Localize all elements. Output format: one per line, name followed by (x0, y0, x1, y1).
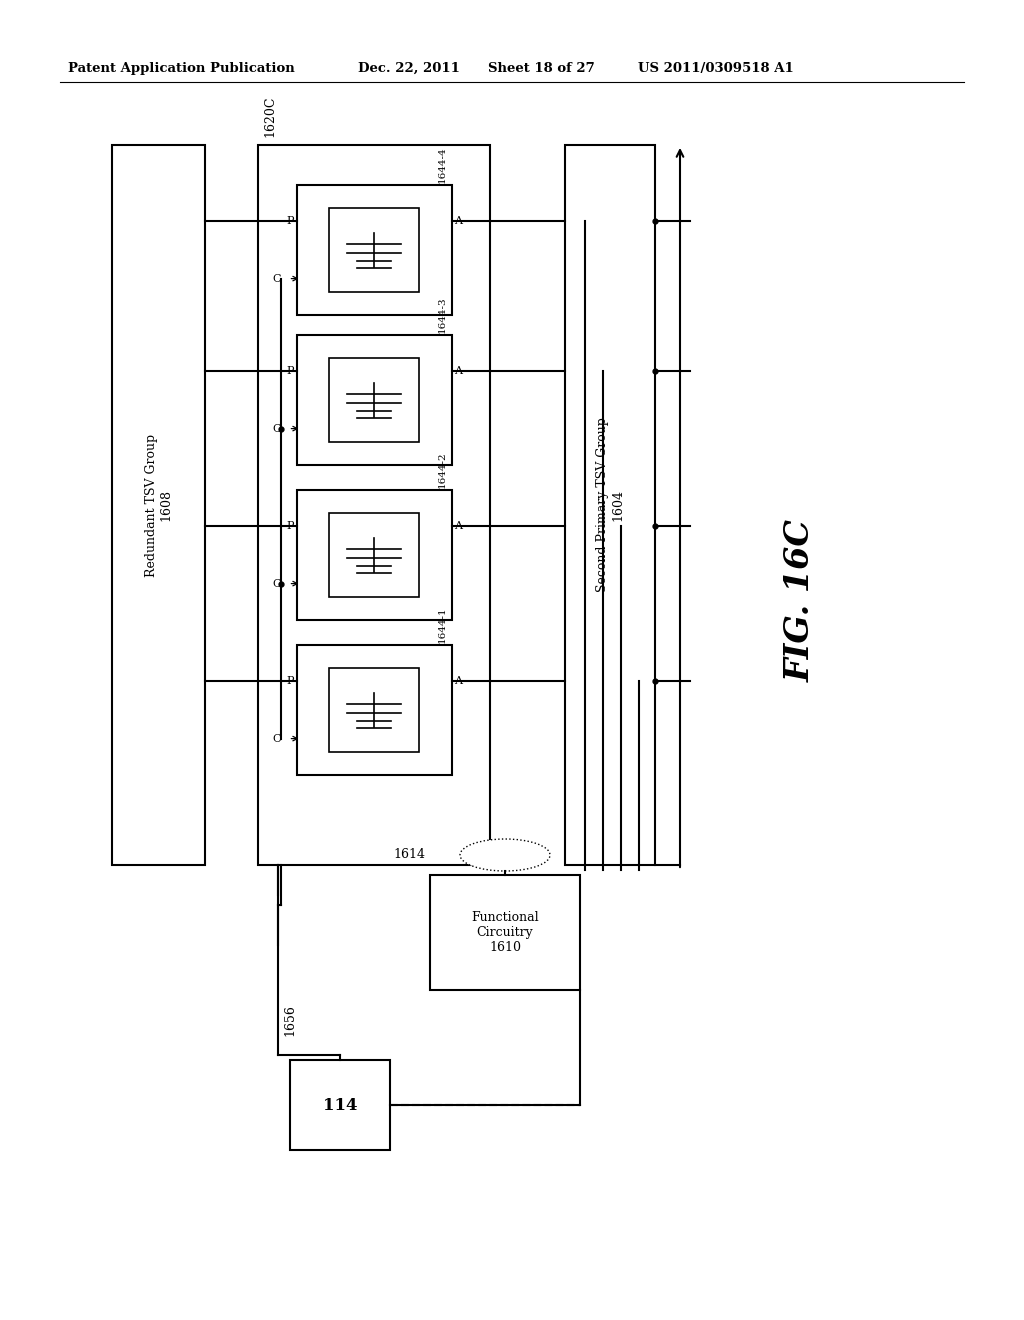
Text: P: P (286, 367, 294, 376)
Text: Dec. 22, 2011: Dec. 22, 2011 (358, 62, 460, 75)
Text: 1644-4: 1644-4 (437, 147, 446, 183)
Bar (297, 645, 452, 775)
Bar (297, 335, 452, 465)
Text: C: C (272, 424, 281, 433)
Bar (258, 145, 490, 865)
Bar (297, 490, 452, 620)
Text: C: C (272, 273, 281, 284)
Bar (430, 875, 580, 990)
Text: 1644-3: 1644-3 (437, 297, 446, 333)
Bar (297, 185, 452, 315)
Text: 1644-2: 1644-2 (437, 451, 446, 488)
Text: 1656: 1656 (283, 1005, 296, 1036)
Text: C: C (272, 578, 281, 589)
Text: A: A (455, 216, 463, 227)
Text: 114: 114 (323, 1097, 357, 1114)
Bar (565, 145, 655, 865)
Text: 1644-1: 1644-1 (437, 606, 446, 643)
Text: P: P (286, 676, 294, 686)
Bar (290, 1060, 390, 1150)
Text: Functional
Circuitry
1610: Functional Circuitry 1610 (471, 911, 539, 954)
Text: A: A (455, 676, 463, 686)
Text: A: A (455, 521, 463, 532)
Text: 1614: 1614 (393, 849, 425, 862)
Text: Second Primary TSV Group
1604: Second Primary TSV Group 1604 (596, 417, 624, 593)
Text: FIG. 16C: FIG. 16C (783, 519, 816, 681)
Text: A: A (455, 367, 463, 376)
Bar (329, 512, 419, 597)
Text: 1620C: 1620C (263, 95, 276, 137)
Text: US 2011/0309518 A1: US 2011/0309518 A1 (638, 62, 794, 75)
Text: Sheet 18 of 27: Sheet 18 of 27 (488, 62, 595, 75)
Text: Patent Application Publication: Patent Application Publication (68, 62, 295, 75)
Bar (329, 358, 419, 442)
Bar (329, 668, 419, 752)
Text: P: P (286, 521, 294, 532)
Text: Redundant TSV Group
1608: Redundant TSV Group 1608 (144, 433, 172, 577)
Bar (112, 145, 205, 865)
Bar (329, 207, 419, 292)
Ellipse shape (460, 840, 550, 871)
Text: P: P (286, 216, 294, 227)
Text: C: C (272, 734, 281, 743)
